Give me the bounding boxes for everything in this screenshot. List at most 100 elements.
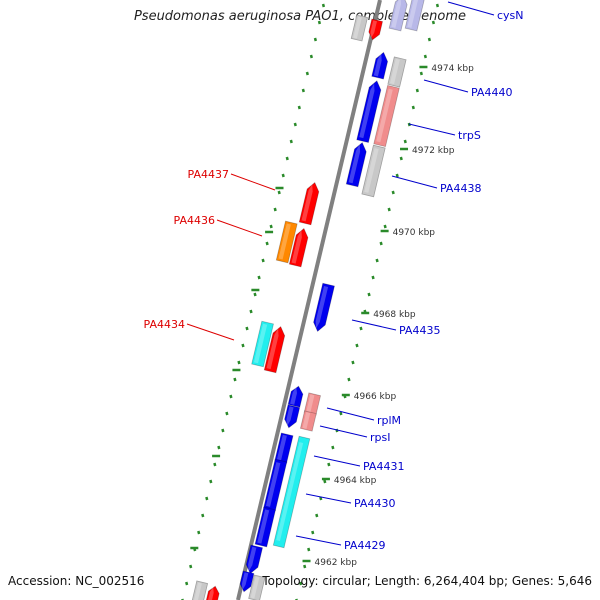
gene-label-pa4431[interactable]: PA4431	[363, 460, 404, 473]
label-callout	[319, 425, 368, 438]
tick-dot-right	[415, 88, 419, 93]
gene-label-pa4429[interactable]: PA4429	[344, 539, 385, 552]
tick-dot-left	[317, 20, 322, 25]
scale-label: 4966 kbp	[354, 392, 397, 402]
label-callout	[351, 319, 397, 331]
gene-label-pa4437[interactable]: PA4437	[188, 168, 229, 181]
gene-arrow[interactable]	[251, 320, 274, 368]
gene-label-pa4434[interactable]: PA4434	[144, 318, 185, 331]
gene-arrow[interactable]	[373, 84, 400, 148]
tick-dot-right	[347, 377, 351, 382]
scale-label: 4974 kbp	[431, 64, 474, 74]
tick-dot-left	[225, 411, 229, 416]
gene-arrow[interactable]	[356, 79, 383, 144]
gene-arrow[interactable]	[312, 282, 335, 333]
gene-label-trps[interactable]: trpS	[458, 129, 481, 142]
gene-arrow-shine	[407, 0, 419, 28]
gene-arrow[interactable]	[287, 385, 304, 408]
label-callout	[423, 79, 469, 93]
gene-arrow-shine	[359, 83, 375, 139]
scale-label: 4972 kbp	[412, 146, 455, 156]
gene-label-pa4435[interactable]: PA4435	[399, 324, 440, 337]
gene-arrow[interactable]	[272, 435, 311, 549]
gene-label-pa4440[interactable]: PA4440	[471, 86, 512, 99]
tick-dot-left	[321, 3, 326, 8]
gene-arrow[interactable]	[205, 585, 221, 600]
tick-dot-right	[431, 20, 436, 25]
tick-dot-left	[289, 139, 293, 144]
tick-dot-right	[359, 326, 363, 331]
tick-dot-left	[257, 275, 261, 280]
tick-dot-left	[189, 564, 193, 569]
gene-label-rplm[interactable]: rplM	[377, 414, 401, 427]
gene-arrow[interactable]	[404, 0, 426, 32]
gene-arrow[interactable]	[254, 506, 276, 548]
tick-dot-right	[307, 547, 311, 552]
scale-label: 4962 kbp	[315, 558, 358, 568]
gene-label-pa4430[interactable]: PA4430	[354, 497, 395, 510]
tick-dot-left	[217, 445, 221, 450]
gene-arrow-shine	[253, 323, 268, 364]
gene-label-cysn[interactable]: cysN	[497, 9, 524, 22]
gene-arrow-shine	[373, 53, 382, 77]
gene-arrow[interactable]	[345, 141, 368, 188]
tick-dot-left	[209, 479, 213, 484]
gene-arrow[interactable]	[350, 14, 368, 42]
tick-dot-right	[311, 530, 315, 535]
scale-label: 4968 kbp	[373, 310, 416, 320]
gene-label-pa4438[interactable]: PA4438	[440, 182, 481, 195]
scale-labels: 4974 kbp 4972 kbp 4970 kbp 4968 kbp 4966 kbp…	[315, 64, 475, 568]
tick-dot-right	[303, 564, 307, 569]
tick-dot-right	[339, 411, 343, 416]
gene-arrow[interactable]	[239, 570, 255, 593]
label-callout	[391, 175, 438, 189]
tick-dot-left	[213, 462, 217, 467]
gene-arrow[interactable]	[371, 51, 390, 80]
tick-dot-right	[371, 275, 375, 280]
gene-arrow-shine	[353, 16, 362, 39]
gene-arrow-shine	[302, 412, 311, 429]
tick-dot-right	[351, 360, 355, 365]
tick-dot-right	[435, 3, 440, 8]
tick-dot-left	[285, 156, 289, 161]
tick-dot-left	[233, 377, 237, 382]
gene-arrow[interactable]	[388, 0, 409, 32]
gene-arrow[interactable]	[288, 227, 309, 268]
gene-arrow[interactable]	[283, 404, 301, 429]
tick-dot-left	[297, 105, 301, 110]
gene-arrow[interactable]	[387, 56, 407, 88]
tick-dot-right	[411, 105, 415, 110]
gene-label-pa4436[interactable]: PA4436	[174, 214, 215, 227]
tick-dot-left	[237, 360, 241, 365]
tick-dot-left	[201, 513, 205, 518]
gene-arrow[interactable]	[361, 144, 386, 198]
gene-arrow[interactable]	[248, 574, 266, 600]
tick-dot-left	[301, 88, 305, 93]
tick-dot-right	[423, 54, 427, 59]
gene-arrow[interactable]	[299, 410, 317, 432]
gene-features	[191, 0, 426, 600]
gene-arrow[interactable]	[367, 18, 384, 41]
gene-arrow-shine	[250, 576, 260, 599]
gene-arrow[interactable]	[298, 181, 320, 226]
gene-arrow-shine	[370, 20, 377, 39]
tick-dot-left	[269, 224, 273, 229]
tick-dot-right	[379, 241, 383, 246]
label-callout	[313, 455, 361, 467]
tick-dot-left	[185, 581, 189, 586]
label-callout	[305, 493, 352, 504]
gene-arrow[interactable]	[244, 544, 264, 575]
tick-dot-right	[327, 462, 331, 467]
gene-arrow-shine	[389, 58, 400, 85]
gene-arrow[interactable]	[275, 220, 298, 264]
tick-dot-left	[309, 54, 313, 59]
tick-dot-left	[281, 173, 285, 178]
gene-arrow-shine	[306, 394, 315, 413]
tick-dot-left	[305, 71, 309, 76]
gene-arrow-shine	[391, 0, 402, 28]
gene-arrow[interactable]	[263, 325, 286, 374]
gene-arrow-shine	[257, 509, 270, 544]
gene-arrow-shine	[364, 148, 379, 193]
gene-label-rpsi[interactable]: rpsI	[370, 431, 390, 444]
tick-dot-left	[265, 241, 269, 246]
